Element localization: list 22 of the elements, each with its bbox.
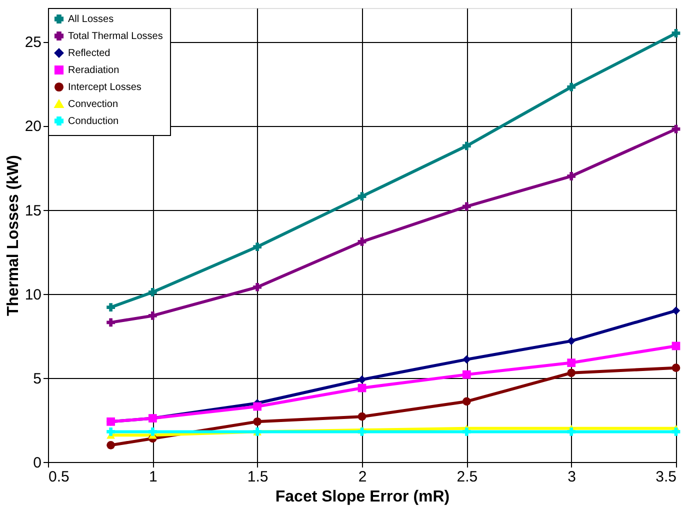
x-axis-title: Facet Slope Error (mR) [275, 488, 450, 506]
legend-label: Conduction [68, 116, 119, 127]
x-tick-label: 1.5 [247, 468, 268, 486]
legend-label: All Losses [68, 14, 114, 25]
y-tick-label: 5 [33, 370, 42, 388]
legend-label: Convection [68, 99, 118, 110]
x-tick-label: 1 [148, 468, 158, 486]
y-tick-label: 0 [33, 454, 42, 472]
x-tick-label: 0.5 [48, 468, 70, 486]
x-tick-label: 3 [568, 468, 576, 486]
y-tick-label: 20 [24, 118, 42, 136]
x-tick-label: 2 [358, 468, 367, 486]
legend-label: Reradiation [68, 65, 120, 76]
y-tick-label: 10 [24, 286, 42, 304]
legend-label: Reflected [68, 48, 110, 59]
y-tick-label: 15 [24, 202, 42, 220]
legend-label: Total Thermal Losses [68, 31, 163, 42]
legend-label: Intercept Losses [68, 82, 142, 93]
x-tick-label: 3.5 [656, 468, 676, 486]
y-axis-title: Thermal Losses (kW) [4, 155, 22, 316]
y-tick-label: 25 [24, 34, 42, 52]
x-tick-label: 2.5 [456, 468, 478, 486]
